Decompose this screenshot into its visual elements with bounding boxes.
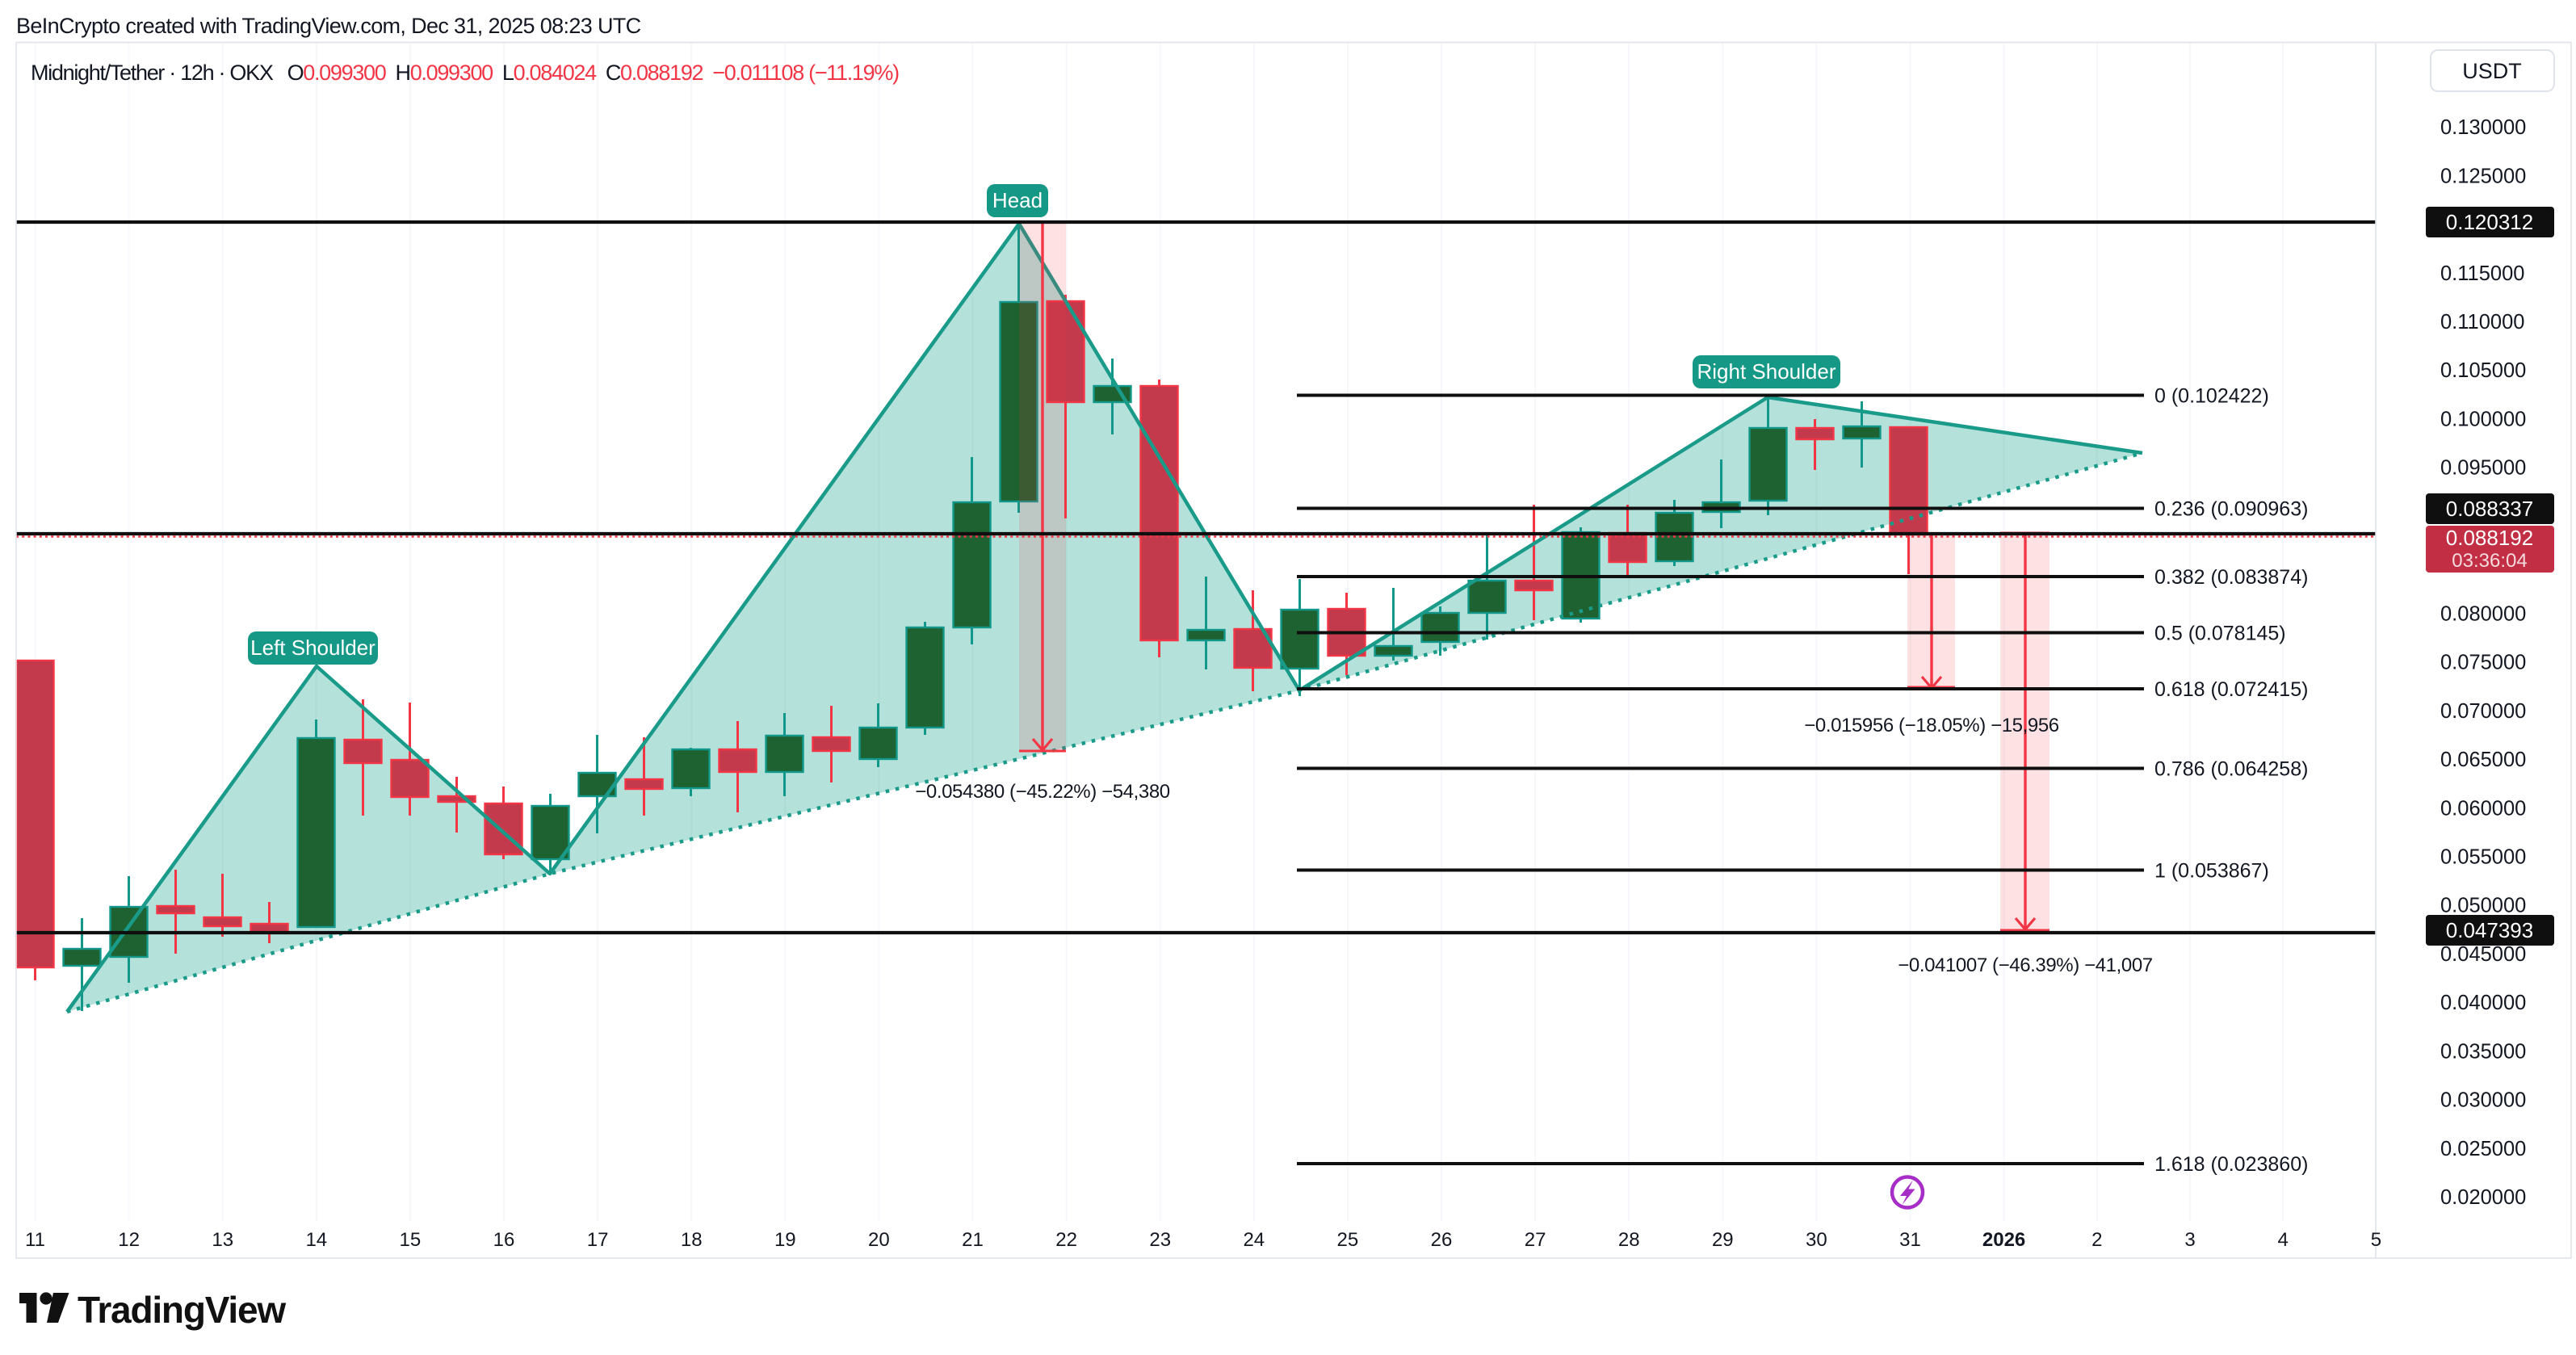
svg-text:0.5 (0.078145): 0.5 (0.078145)	[2154, 623, 2286, 645]
svg-text:0.130000: 0.130000	[2440, 116, 2526, 139]
svg-text:0.045000: 0.045000	[2440, 943, 2526, 966]
svg-text:0.040000: 0.040000	[2440, 992, 2526, 1014]
svg-text:29: 29	[1712, 1229, 1734, 1251]
svg-text:0.075000: 0.075000	[2440, 652, 2526, 674]
svg-text:2: 2	[2091, 1229, 2102, 1251]
svg-text:0.025000: 0.025000	[2440, 1138, 2526, 1160]
svg-text:21: 21	[962, 1229, 984, 1251]
svg-text:15: 15	[400, 1229, 422, 1251]
svg-text:0.786 (0.064258): 0.786 (0.064258)	[2154, 758, 2308, 781]
svg-text:0.115000: 0.115000	[2440, 262, 2524, 285]
svg-text:3: 3	[2184, 1229, 2195, 1251]
svg-text:Right Shoulder: Right Shoulder	[1697, 359, 1836, 384]
svg-text:TradingView: TradingView	[78, 1289, 286, 1331]
svg-text:0.088337: 0.088337	[2446, 497, 2533, 521]
svg-text:11: 11	[25, 1229, 45, 1251]
svg-text:13: 13	[212, 1229, 233, 1251]
svg-text:19: 19	[774, 1229, 796, 1251]
svg-text:0.055000: 0.055000	[2440, 846, 2526, 869]
svg-text:0.100000: 0.100000	[2440, 408, 2526, 430]
svg-text:0.065000: 0.065000	[2440, 749, 2526, 771]
svg-text:24: 24	[1243, 1229, 1265, 1251]
svg-text:0.060000: 0.060000	[2440, 797, 2526, 820]
svg-text:0.110000: 0.110000	[2440, 311, 2524, 334]
svg-text:0.125000: 0.125000	[2440, 165, 2526, 187]
svg-text:0.047393: 0.047393	[2446, 918, 2533, 942]
svg-text:BeInCrypto created with Tradin: BeInCrypto created with TradingView.com,…	[16, 14, 641, 38]
svg-text:18: 18	[681, 1229, 703, 1251]
svg-text:5: 5	[2371, 1229, 2381, 1251]
svg-text:0.070000: 0.070000	[2440, 700, 2526, 723]
svg-text:03:36:04: 03:36:04	[2452, 550, 2527, 572]
svg-text:14: 14	[305, 1229, 327, 1251]
svg-text:12: 12	[118, 1229, 140, 1251]
svg-text:25: 25	[1337, 1229, 1359, 1251]
svg-text:0.088192: 0.088192	[2446, 526, 2533, 550]
svg-text:26: 26	[1431, 1229, 1453, 1251]
svg-text:0.080000: 0.080000	[2440, 602, 2526, 625]
svg-text:4: 4	[2278, 1229, 2289, 1251]
svg-text:16: 16	[493, 1229, 515, 1251]
svg-text:27: 27	[1525, 1229, 1546, 1251]
svg-text:2026: 2026	[1982, 1229, 2025, 1251]
svg-text:0.050000: 0.050000	[2440, 895, 2526, 917]
svg-text:Head: Head	[992, 188, 1043, 212]
svg-text:1 (0.053867): 1 (0.053867)	[2154, 860, 2269, 883]
svg-text:23: 23	[1149, 1229, 1171, 1251]
svg-text:Left Shoulder: Left Shoulder	[250, 636, 375, 660]
svg-text:22: 22	[1055, 1229, 1077, 1251]
svg-text:−0.054380 (−45.22%) −54,380: −0.054380 (−45.22%) −54,380	[915, 781, 1170, 803]
svg-text:−0.041007 (−46.39%) −41,007: −0.041007 (−46.39%) −41,007	[1898, 954, 2153, 976]
svg-text:20: 20	[868, 1229, 890, 1251]
svg-text:0.382 (0.083874): 0.382 (0.083874)	[2154, 566, 2308, 589]
svg-text:−0.015956 (−18.05%) −15,956: −0.015956 (−18.05%) −15,956	[1804, 715, 2059, 736]
svg-text:31: 31	[1899, 1229, 1921, 1251]
svg-text:0.095000: 0.095000	[2440, 457, 2526, 480]
svg-text:17: 17	[587, 1229, 609, 1251]
svg-text:1.618 (0.023860): 1.618 (0.023860)	[2154, 1153, 2308, 1176]
svg-text:0.120312: 0.120312	[2446, 210, 2533, 234]
svg-text:28: 28	[1618, 1229, 1640, 1251]
svg-text:0.030000: 0.030000	[2440, 1089, 2526, 1112]
svg-text:0.236 (0.090963): 0.236 (0.090963)	[2154, 498, 2308, 521]
svg-text:0.618 (0.072415): 0.618 (0.072415)	[2154, 678, 2308, 701]
svg-text:0.020000: 0.020000	[2440, 1186, 2526, 1209]
svg-text:0.035000: 0.035000	[2440, 1040, 2526, 1063]
svg-text:30: 30	[1806, 1229, 1827, 1251]
svg-text:USDT: USDT	[2462, 59, 2522, 83]
svg-text:0 (0.102422): 0 (0.102422)	[2154, 385, 2269, 408]
svg-text:0.105000: 0.105000	[2440, 359, 2526, 382]
